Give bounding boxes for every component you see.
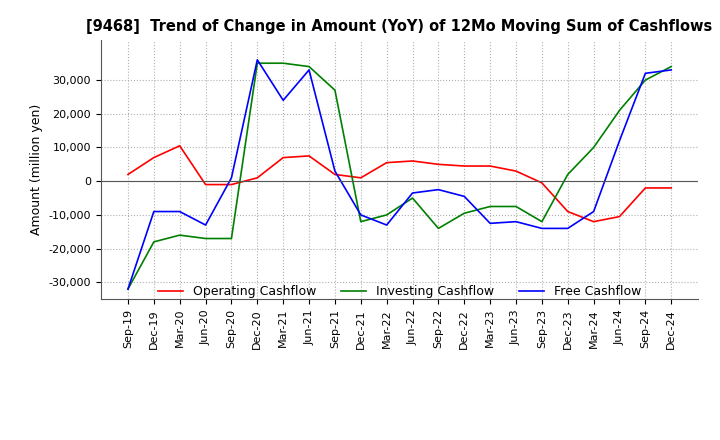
Free Cashflow: [150, 209, 158, 214]
Operating Cashflow: [279, 155, 287, 160]
Free Cashflow: [434, 187, 443, 192]
Free Cashflow: [538, 226, 546, 231]
Investing Cashflow: [538, 219, 546, 224]
Investing Cashflow: [356, 219, 365, 224]
Investing Cashflow: [253, 61, 261, 66]
Operating Cashflow: [382, 160, 391, 165]
Operating Cashflow: [356, 175, 365, 180]
Free Cashflow: [202, 222, 210, 227]
Free Cashflow: [667, 67, 675, 73]
Operating Cashflow: [667, 185, 675, 191]
Free Cashflow: [460, 194, 469, 199]
Investing Cashflow: [305, 64, 313, 69]
Investing Cashflow: [667, 64, 675, 69]
Operating Cashflow: [538, 180, 546, 186]
Free Cashflow: [589, 209, 598, 214]
Operating Cashflow: [434, 162, 443, 167]
Operating Cashflow: [253, 175, 261, 180]
Free Cashflow: [330, 169, 339, 174]
Free Cashflow: [227, 175, 235, 180]
Investing Cashflow: [202, 236, 210, 241]
Operating Cashflow: [124, 172, 132, 177]
Investing Cashflow: [124, 286, 132, 292]
Operating Cashflow: [150, 155, 158, 160]
Title: [9468]  Trend of Change in Amount (YoY) of 12Mo Moving Sum of Cashflows: [9468] Trend of Change in Amount (YoY) o…: [86, 19, 713, 34]
Investing Cashflow: [615, 108, 624, 113]
Investing Cashflow: [434, 226, 443, 231]
Operating Cashflow: [176, 143, 184, 148]
Line: Investing Cashflow: Investing Cashflow: [128, 63, 671, 289]
Investing Cashflow: [564, 172, 572, 177]
Y-axis label: Amount (million yen): Amount (million yen): [30, 104, 43, 235]
Free Cashflow: [279, 98, 287, 103]
Investing Cashflow: [176, 232, 184, 238]
Operating Cashflow: [512, 169, 521, 174]
Free Cashflow: [305, 67, 313, 73]
Investing Cashflow: [227, 236, 235, 241]
Legend: Operating Cashflow, Investing Cashflow, Free Cashflow: Operating Cashflow, Investing Cashflow, …: [153, 280, 647, 303]
Free Cashflow: [124, 286, 132, 292]
Investing Cashflow: [589, 145, 598, 150]
Free Cashflow: [382, 222, 391, 227]
Operating Cashflow: [227, 182, 235, 187]
Operating Cashflow: [305, 153, 313, 158]
Operating Cashflow: [615, 214, 624, 219]
Investing Cashflow: [641, 77, 649, 83]
Free Cashflow: [564, 226, 572, 231]
Investing Cashflow: [330, 88, 339, 93]
Investing Cashflow: [279, 61, 287, 66]
Operating Cashflow: [589, 219, 598, 224]
Investing Cashflow: [408, 195, 417, 201]
Free Cashflow: [176, 209, 184, 214]
Investing Cashflow: [382, 212, 391, 217]
Free Cashflow: [486, 221, 495, 226]
Operating Cashflow: [202, 182, 210, 187]
Line: Operating Cashflow: Operating Cashflow: [128, 146, 671, 222]
Operating Cashflow: [564, 209, 572, 214]
Operating Cashflow: [486, 163, 495, 169]
Investing Cashflow: [486, 204, 495, 209]
Operating Cashflow: [408, 158, 417, 164]
Free Cashflow: [615, 138, 624, 143]
Operating Cashflow: [460, 163, 469, 169]
Free Cashflow: [408, 191, 417, 196]
Line: Free Cashflow: Free Cashflow: [128, 60, 671, 289]
Investing Cashflow: [512, 204, 521, 209]
Free Cashflow: [253, 57, 261, 62]
Free Cashflow: [512, 219, 521, 224]
Investing Cashflow: [460, 211, 469, 216]
Operating Cashflow: [641, 185, 649, 191]
Free Cashflow: [356, 212, 365, 217]
Investing Cashflow: [150, 239, 158, 245]
Operating Cashflow: [330, 172, 339, 177]
Free Cashflow: [641, 71, 649, 76]
